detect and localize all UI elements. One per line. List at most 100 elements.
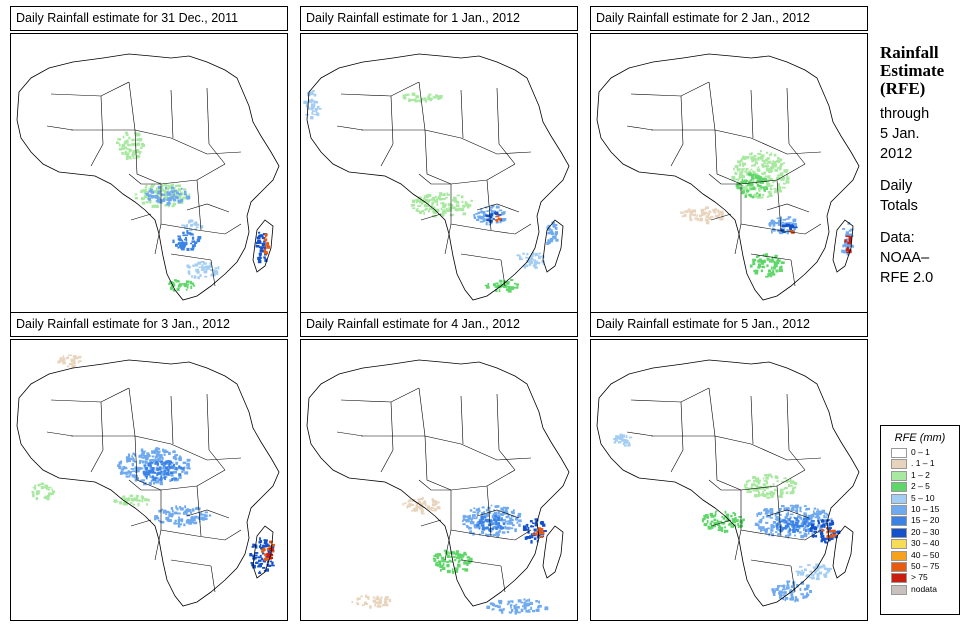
rainfall-cell xyxy=(442,209,446,213)
rainfall-cell xyxy=(790,522,794,524)
rainfall-cell xyxy=(423,204,427,208)
rainfall-cell xyxy=(784,524,788,528)
rainfall-cell xyxy=(481,512,484,516)
country-border xyxy=(100,95,104,145)
rainfall-cell xyxy=(757,263,761,267)
rainfall-cell xyxy=(694,213,697,217)
rainfall-cell xyxy=(525,603,528,607)
rainfall-cell xyxy=(771,230,773,234)
rainfall-cell xyxy=(800,593,804,596)
rainfall-cell xyxy=(785,180,790,184)
rainfall-cell xyxy=(457,553,462,557)
rainfall-cell xyxy=(705,514,709,517)
rainfall-cell xyxy=(128,149,132,153)
rainfall-cell xyxy=(143,191,146,195)
rainfall-cell xyxy=(161,470,166,475)
rainfall-cell xyxy=(555,238,559,242)
rainfall-cell xyxy=(466,556,471,559)
country-border xyxy=(424,129,452,185)
country-border xyxy=(750,559,792,567)
rainfall-cell xyxy=(128,457,131,460)
rainfall-cell xyxy=(772,160,775,163)
rainfall-cell xyxy=(769,517,774,519)
country-border xyxy=(390,95,394,145)
rainfall-cell xyxy=(306,102,309,105)
rainfall-cell xyxy=(266,568,269,572)
rainfall-cell xyxy=(725,513,730,517)
rainfall-cell xyxy=(735,172,738,175)
rainfall-cell xyxy=(447,569,451,574)
rainfall-cell xyxy=(735,178,740,181)
rainfall-cell xyxy=(770,528,774,532)
rainfall-cell xyxy=(136,469,140,473)
rainfall-cell xyxy=(786,586,790,590)
rainfall-cell xyxy=(62,361,66,365)
rainfall-cell xyxy=(817,512,822,516)
rainfall-cell xyxy=(32,493,35,498)
rainfall-cell xyxy=(270,554,274,557)
rainfall-cell xyxy=(814,568,816,571)
rainfall-cell xyxy=(475,516,478,519)
rainfall-cell xyxy=(741,168,746,170)
rainfall-cell xyxy=(194,515,198,519)
rainfall-cell xyxy=(454,569,459,573)
rainfall-cell xyxy=(264,539,268,542)
rainfall-cell xyxy=(810,514,815,518)
rainfall-cell xyxy=(162,189,166,192)
rainfall-cell xyxy=(782,597,785,601)
rainfall-cell xyxy=(495,522,498,526)
rainfall-cell xyxy=(258,256,262,259)
rainfall-cell xyxy=(542,535,545,538)
rainfall-cell xyxy=(760,529,762,533)
rainfall-cell xyxy=(692,214,695,216)
country-border xyxy=(710,519,732,527)
rainfall-cell xyxy=(440,569,442,572)
rainfall-cell xyxy=(266,245,271,249)
rainfall-cell xyxy=(492,608,495,611)
rainfall-cell xyxy=(816,573,820,578)
rainfall-cell xyxy=(369,605,372,609)
rainfall-cell xyxy=(194,241,196,245)
panel-title: Daily Rainfall estimate for 2 Jan., 2012 xyxy=(590,6,868,31)
rainfall-cell xyxy=(762,253,765,257)
rainfall-cell xyxy=(252,557,254,560)
rainfall-cell xyxy=(790,520,794,523)
rainfall-cell xyxy=(497,522,501,526)
rainfall-cell xyxy=(756,514,759,518)
rainfall-cell xyxy=(778,190,783,193)
rainfall-cell xyxy=(122,502,126,506)
rainfall-cell xyxy=(796,598,799,602)
rainfall-cell xyxy=(495,526,497,529)
rainfall-cell xyxy=(306,107,311,110)
rainfall-cell xyxy=(547,239,550,243)
rainfall-cell xyxy=(261,242,266,247)
rainfall-cell xyxy=(510,527,514,530)
rainfall-cell xyxy=(510,515,515,518)
legend-item: . 1 – 1 xyxy=(881,458,959,470)
rainfall-cell xyxy=(806,574,810,578)
rainfall-cell xyxy=(758,487,761,490)
country-border xyxy=(680,95,684,145)
rainfall-cell xyxy=(774,488,777,491)
legend-label: 30 – 40 xyxy=(911,538,940,549)
rainfall-cell xyxy=(446,192,449,196)
rainfall-cell xyxy=(260,557,263,561)
rainfall-cell xyxy=(258,246,262,248)
rainfall-cell xyxy=(533,259,536,262)
rainfall-cell xyxy=(782,594,787,597)
rainfall-cell xyxy=(700,215,702,218)
rainfall-cell xyxy=(621,438,625,442)
rainfall-cell xyxy=(815,514,819,518)
rainfall-cell xyxy=(443,566,446,571)
rainfall-cell xyxy=(830,520,834,523)
rainfall-cell xyxy=(762,260,766,264)
legend-label: 50 – 75 xyxy=(911,560,940,571)
rainfall-cell xyxy=(848,248,852,251)
rainfall-cell xyxy=(173,522,177,525)
rainfall-cell xyxy=(745,185,748,188)
rainfall-cell xyxy=(455,204,460,207)
rainfall-cell xyxy=(760,269,764,273)
rainfall-cell xyxy=(799,565,803,568)
rainfall-cell xyxy=(208,514,212,517)
rainfall-cell xyxy=(821,509,826,514)
